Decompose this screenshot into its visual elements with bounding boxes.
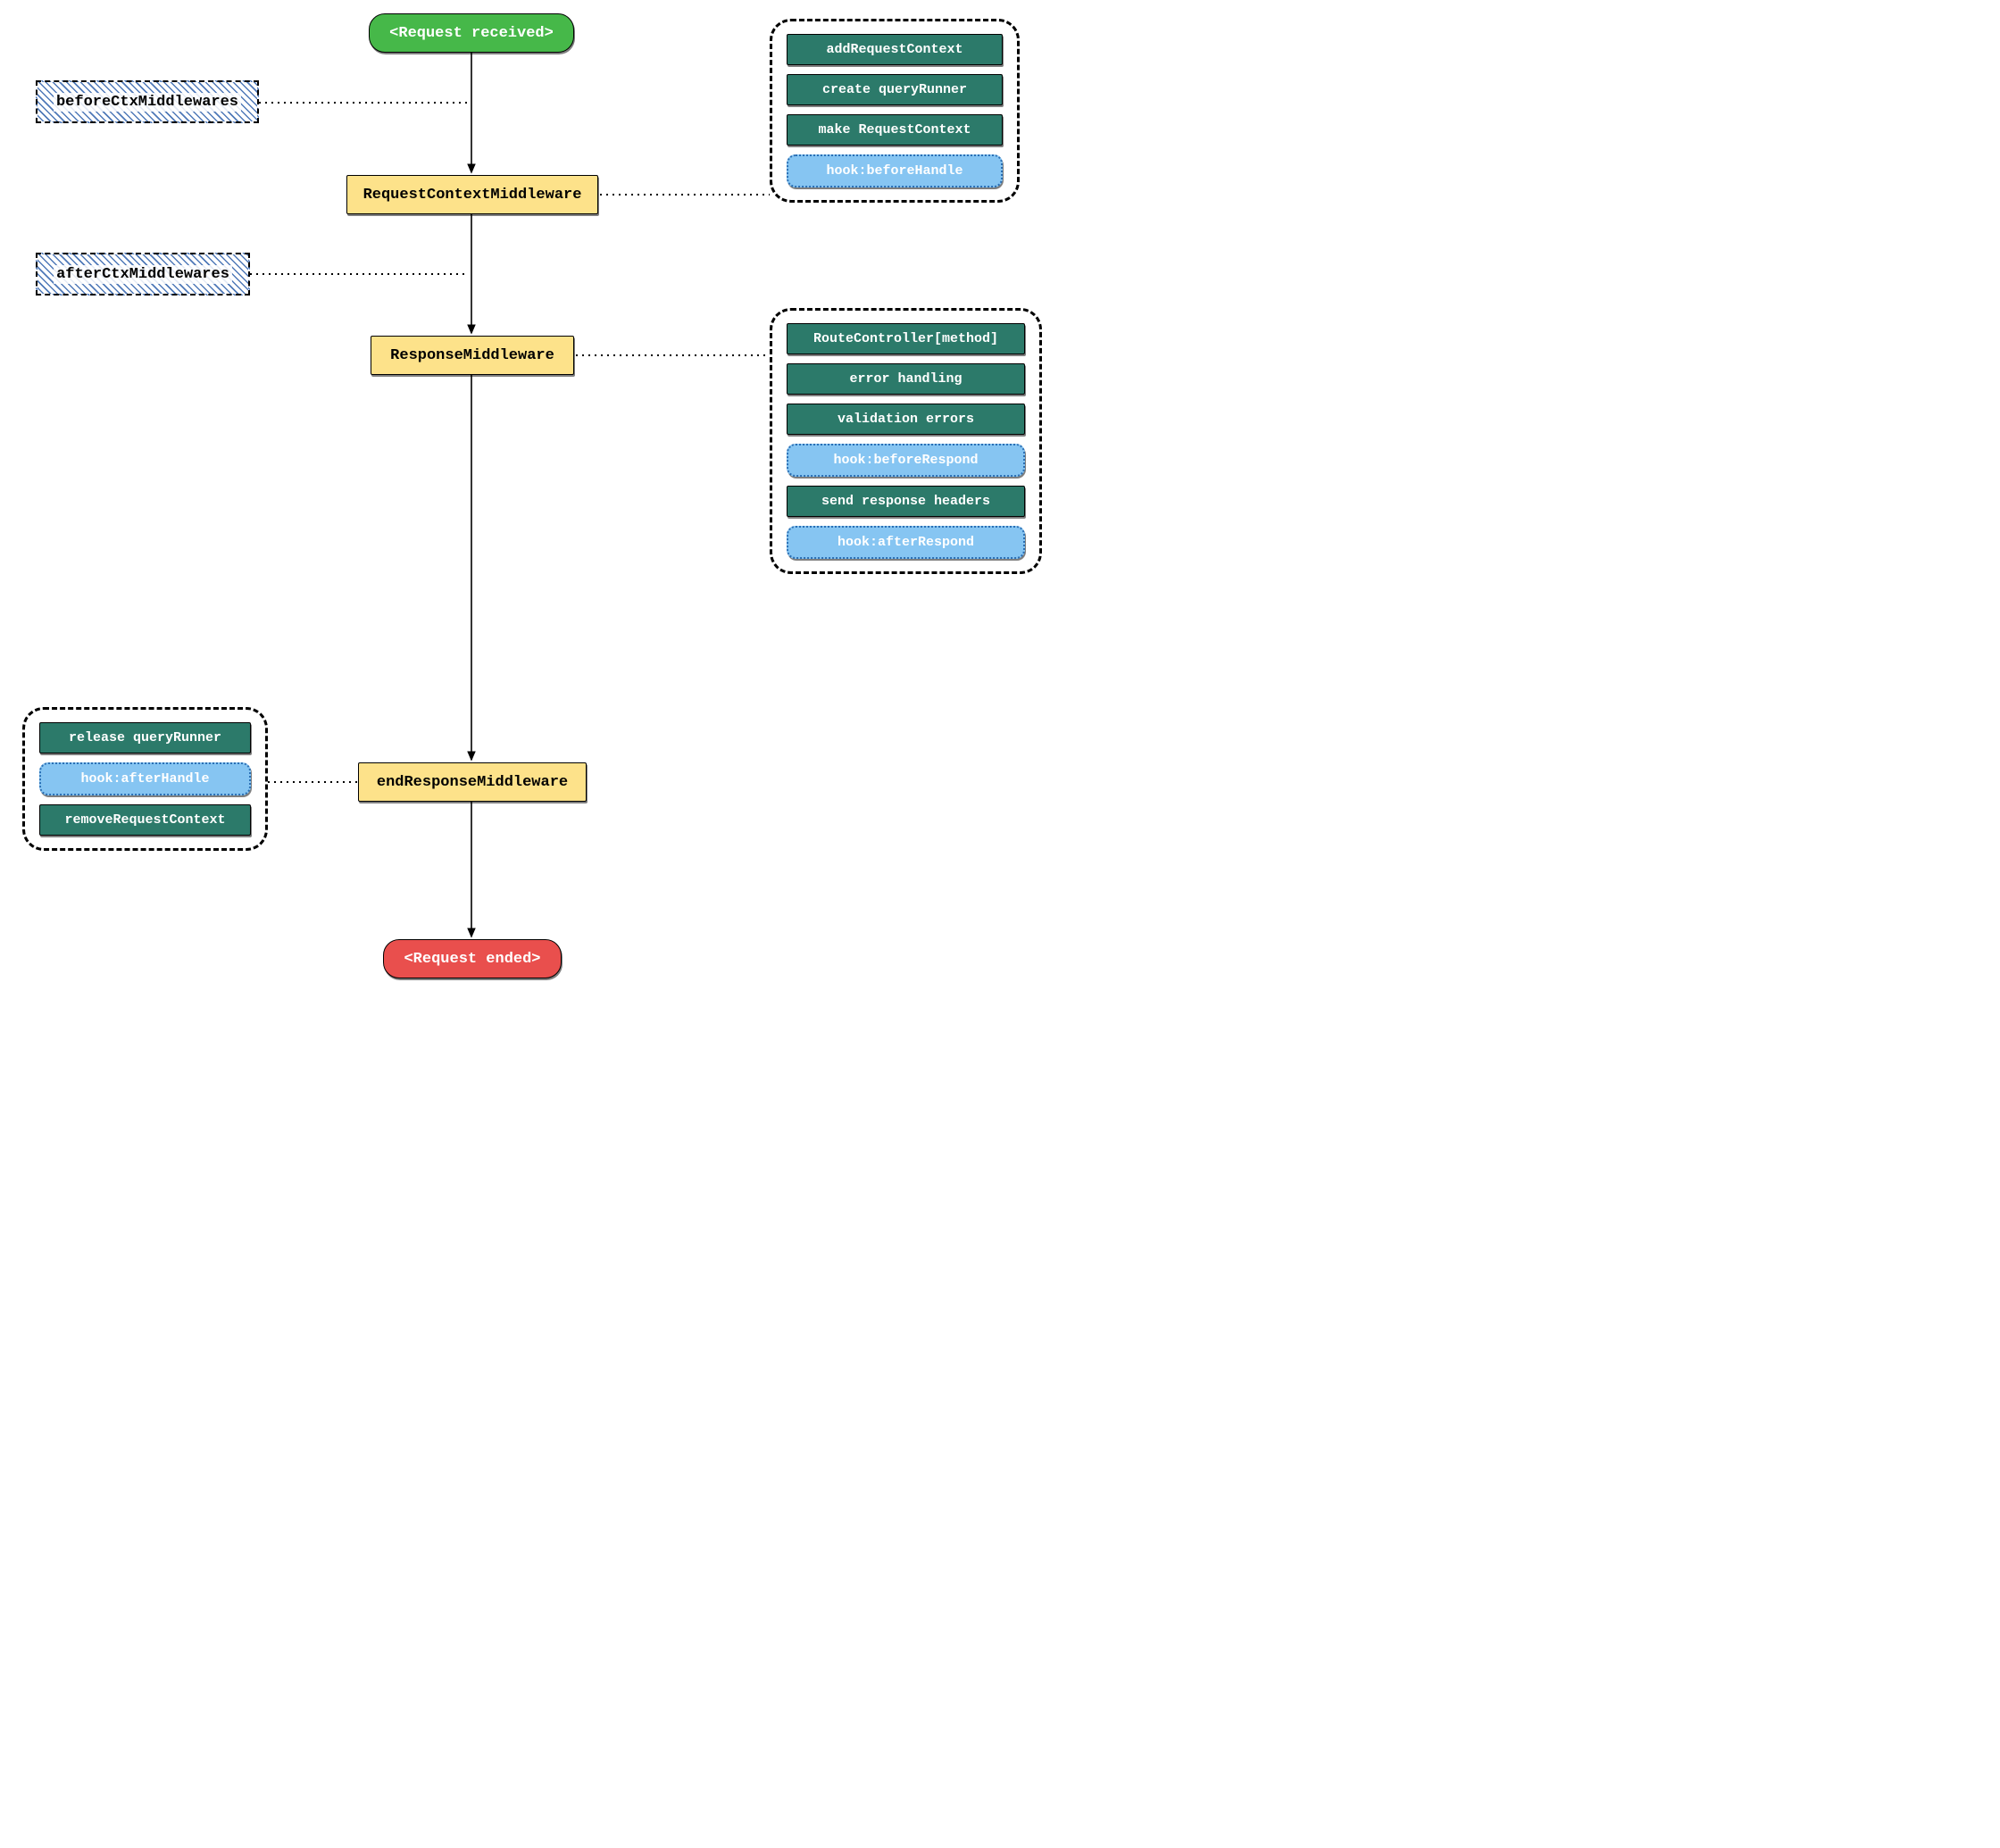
panel-reqCtxPanel: addRequestContext create queryRunner make … — [770, 19, 1020, 203]
flow-node-label: <Request received> — [389, 25, 554, 42]
side-label-text: beforeCtxMiddlewares — [54, 93, 241, 112]
hook-step: hook:afterHandle — [39, 762, 251, 795]
flow-node-endRespMw: endResponseMiddleware — [358, 762, 587, 802]
action-step: send response headers — [787, 486, 1025, 517]
flow-node-label: <Request ended> — [404, 951, 540, 968]
side-label-beforeCtx: beforeCtxMiddlewares — [36, 80, 259, 123]
hook-step: hook:beforeHandle — [787, 154, 1003, 187]
step-label: RouteController[method] — [813, 331, 998, 346]
step-label: make RequestContext — [818, 122, 971, 137]
hook-step: hook:afterRespond — [787, 526, 1025, 559]
step-label: addRequestContext — [826, 42, 962, 57]
flow-node-end: <Request ended> — [383, 939, 562, 978]
step-label: hook:afterHandle — [80, 771, 209, 787]
action-step: make RequestContext — [787, 114, 1003, 146]
step-label: hook:beforeRespond — [833, 453, 978, 468]
action-step: RouteController[method] — [787, 323, 1025, 354]
action-step: addRequestContext — [787, 34, 1003, 65]
side-label-text: afterCtxMiddlewares — [54, 265, 232, 284]
step-label: error handling — [849, 371, 962, 387]
step-label: removeRequestContext — [64, 812, 225, 828]
action-step: create queryRunner — [787, 74, 1003, 105]
side-label-afterCtx: afterCtxMiddlewares — [36, 253, 250, 296]
step-label: release queryRunner — [69, 730, 221, 745]
action-step: release queryRunner — [39, 722, 251, 753]
action-step: validation errors — [787, 404, 1025, 435]
hook-step: hook:beforeRespond — [787, 444, 1025, 477]
step-label: hook:afterRespond — [838, 535, 974, 550]
flow-node-label: ResponseMiddleware — [390, 347, 554, 364]
flow-node-start: <Request received> — [369, 13, 574, 53]
action-step: error handling — [787, 363, 1025, 395]
panel-respPanel: RouteController[method] error handling val… — [770, 308, 1042, 574]
step-label: validation errors — [838, 412, 974, 427]
flow-node-label: endResponseMiddleware — [377, 774, 568, 791]
step-label: hook:beforeHandle — [826, 163, 962, 179]
flow-node-label: RequestContextMiddleware — [363, 187, 582, 204]
action-step: removeRequestContext — [39, 804, 251, 836]
flow-node-reqCtxMw: RequestContextMiddleware — [346, 175, 598, 214]
panel-endPanel: release queryRunner hook:afterHandle remov… — [22, 707, 268, 851]
step-label: send response headers — [821, 494, 990, 509]
step-label: create queryRunner — [822, 82, 967, 97]
flow-node-respMw: ResponseMiddleware — [371, 336, 574, 375]
